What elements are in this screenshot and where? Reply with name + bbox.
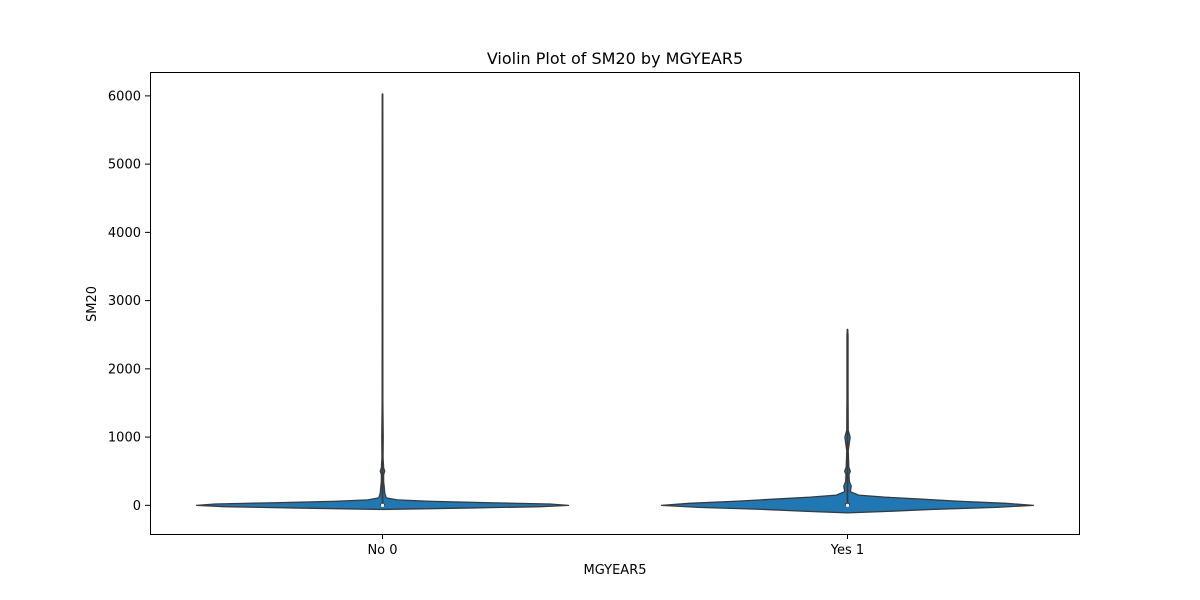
x-tick-label: No 0 bbox=[367, 543, 397, 558]
y-tick-label: 4000 bbox=[108, 226, 141, 241]
y-axis-label: SM20 bbox=[85, 286, 100, 322]
y-axis: 0 1000 2000 3000 4000 5000 6000 bbox=[108, 89, 150, 514]
violin-median bbox=[845, 503, 850, 507]
y-tick-label: 2000 bbox=[108, 362, 141, 377]
violins-layer bbox=[195, 93, 1035, 514]
plot-area-frame bbox=[150, 72, 1080, 535]
y-tick-label: 3000 bbox=[108, 294, 141, 309]
y-tick-label: 1000 bbox=[108, 431, 141, 446]
violin-median bbox=[380, 503, 385, 507]
x-axis-label: MGYEAR5 bbox=[584, 563, 647, 578]
y-tick-label: 0 bbox=[133, 499, 141, 514]
y-tick-label: 5000 bbox=[108, 158, 141, 173]
chart-title: Violin Plot of SM20 by MGYEAR5 bbox=[487, 49, 743, 68]
y-tick-label: 6000 bbox=[108, 89, 141, 104]
x-axis: No 0 Yes 1 bbox=[367, 534, 864, 558]
x-tick-label: Yes 1 bbox=[830, 543, 864, 558]
